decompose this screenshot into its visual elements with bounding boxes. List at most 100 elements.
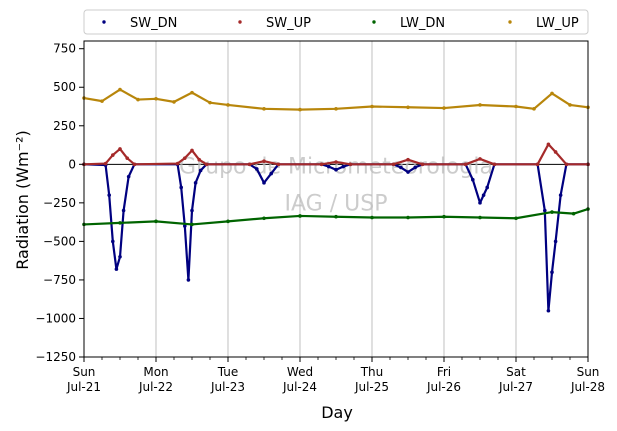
x-tick-label-day: Sun: [577, 365, 600, 379]
legend: SW_DN SW_UP LW_DN LW_UP: [83, 9, 589, 35]
data-point: [114, 267, 119, 271]
data-point: [247, 162, 252, 167]
data-point: [370, 215, 374, 220]
data-point: [107, 193, 111, 197]
data-point: [550, 91, 554, 96]
data-point: [136, 97, 140, 102]
data-point: [514, 104, 518, 109]
data-point: [276, 162, 281, 167]
data-point: [186, 278, 191, 282]
data-point: [406, 105, 410, 110]
legend-frame: [83, 9, 589, 35]
data-point: [262, 107, 266, 111]
data-point: [568, 103, 572, 107]
x-tick-label-date: Jul-26: [426, 380, 461, 394]
data-point: [121, 208, 126, 213]
data-point: [118, 221, 122, 225]
data-point: [442, 106, 446, 110]
data-point: [442, 214, 446, 219]
data-point: [492, 162, 497, 167]
data-point: [478, 215, 482, 220]
data-point: [172, 100, 176, 104]
data-point: [298, 107, 302, 112]
data-point: [132, 162, 137, 167]
data-point: [319, 162, 324, 167]
data-point: [126, 174, 131, 179]
data-point: [197, 157, 201, 162]
data-point: [543, 208, 547, 213]
data-point: [546, 308, 551, 313]
series-line: [83, 88, 589, 111]
y-axis-label: Radiation (Wm⁻²): [13, 130, 32, 269]
series-sw-dn: [82, 162, 590, 313]
data-point: [298, 214, 302, 218]
x-tick-label-day: Sat: [506, 365, 526, 379]
x-tick-label-date: Jul-27: [498, 380, 533, 394]
x-tick-label-day: Tue: [217, 365, 239, 379]
x-tick-label-day: Thu: [360, 365, 384, 379]
data-point: [100, 99, 104, 103]
data-point: [535, 162, 540, 167]
data-point: [190, 90, 194, 95]
data-point: [111, 153, 115, 157]
data-point: [118, 147, 122, 151]
x-tick-label-day: Mon: [143, 365, 168, 379]
data-point: [208, 100, 212, 105]
data-point: [485, 185, 490, 190]
data-point: [406, 170, 410, 174]
watermark-line-1: Grupo de Micrometeorologia: [179, 155, 493, 180]
data-point: [175, 161, 180, 166]
data-point: [262, 181, 266, 185]
legend-label-lw-up: LW_UP: [536, 16, 579, 31]
data-point: [553, 150, 558, 154]
data-point: [118, 255, 122, 259]
data-point: [254, 167, 259, 171]
data-point: [420, 162, 425, 167]
data-point: [154, 97, 158, 101]
x-tick-label-date: Jul-23: [210, 380, 245, 394]
data-point: [334, 160, 338, 164]
legend-marker-sw-up: [238, 20, 242, 24]
data-point: [550, 270, 554, 275]
data-point: [334, 107, 338, 111]
y-tick-label: 750: [53, 42, 76, 56]
legend-marker-lw-up: [508, 20, 512, 24]
data-point: [571, 211, 576, 216]
data-point: [327, 164, 331, 169]
data-point: [550, 210, 554, 214]
data-point: [204, 162, 209, 167]
data-point: [334, 214, 338, 219]
x-tick-label-day: Fri: [437, 365, 451, 379]
y-tick-label: 0: [68, 157, 76, 171]
data-point: [103, 161, 108, 166]
y-tick-label: 250: [53, 119, 76, 133]
x-axis: SunJul-21MonJul-22TueJul-23WedJul-24ThuJ…: [66, 357, 605, 394]
x-tick-label-date: Jul-25: [354, 380, 389, 394]
data-point: [226, 219, 230, 224]
data-point: [193, 181, 198, 185]
data-point: [478, 201, 482, 205]
series-lw-up: [82, 87, 590, 112]
data-point: [553, 239, 558, 244]
data-point: [471, 177, 475, 182]
data-point: [190, 148, 194, 153]
data-point: [564, 162, 569, 167]
legend-marker-sw-dn: [102, 20, 106, 24]
x-tick-label-day: Wed: [287, 365, 313, 379]
y-tick-label: −500: [43, 234, 76, 248]
watermark-line-2: IAG / USP: [285, 192, 388, 217]
legend-marker-lw-dn: [372, 20, 376, 24]
series-line: [83, 143, 588, 166]
data-point: [262, 159, 266, 164]
data-point: [118, 87, 122, 92]
data-point: [154, 219, 158, 224]
data-point: [226, 103, 230, 107]
data-point: [125, 156, 129, 160]
data-point: [406, 157, 410, 162]
legend-label-sw-up: SW_UP: [266, 16, 311, 31]
data-point: [334, 167, 338, 172]
series-line: [83, 163, 588, 312]
y-tick-label: 500: [53, 80, 76, 94]
y-tick-label: −1000: [35, 311, 76, 325]
